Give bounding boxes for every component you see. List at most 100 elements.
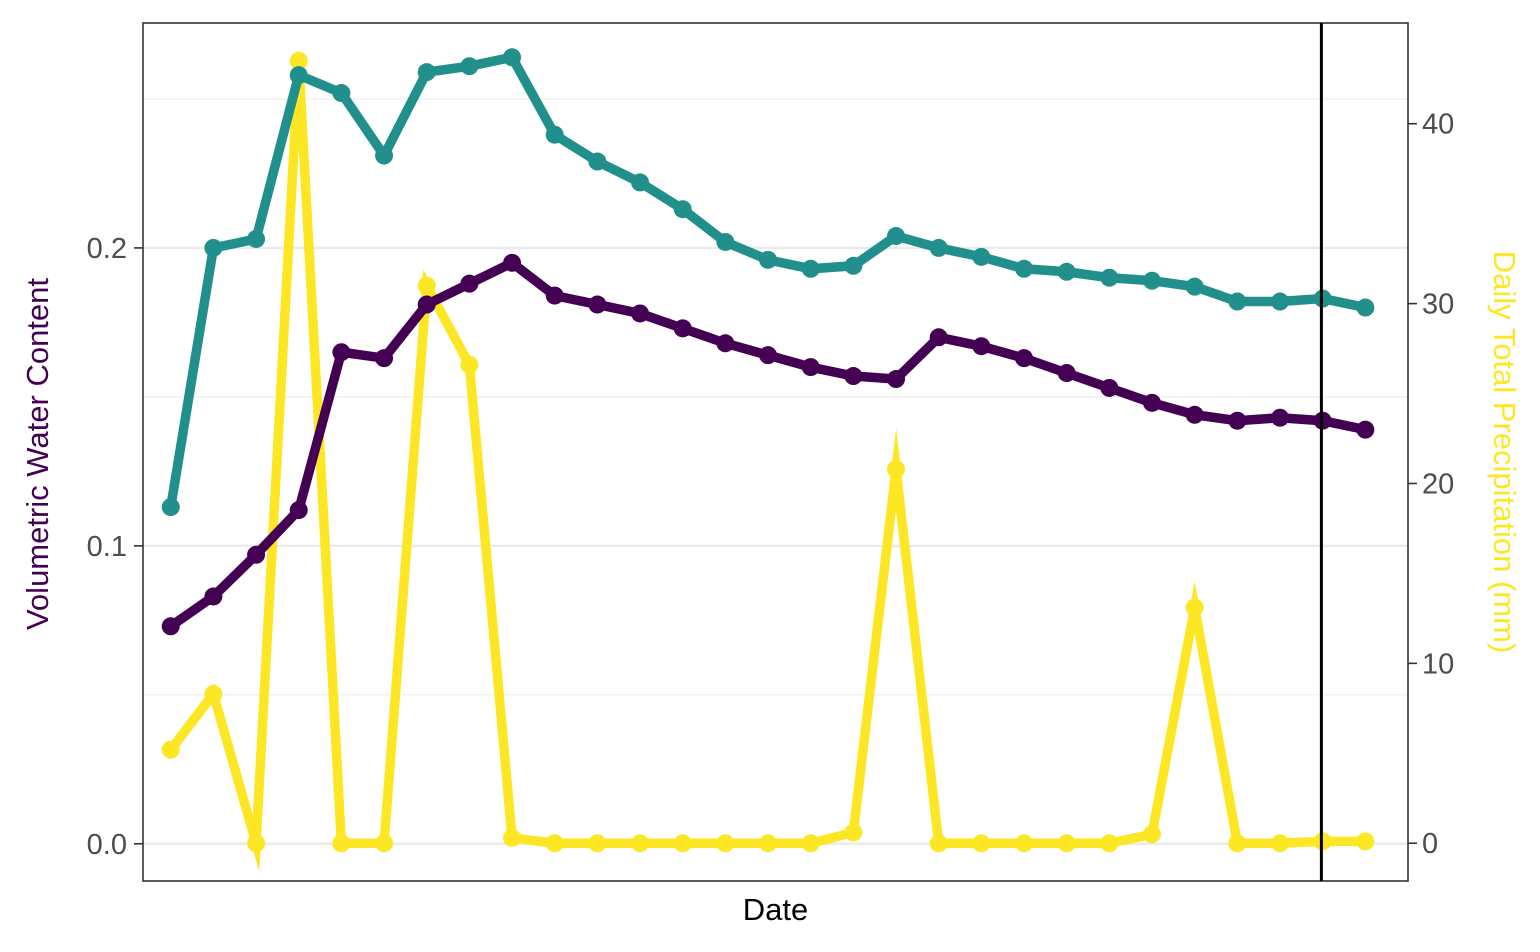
data-point xyxy=(204,684,223,703)
data-point xyxy=(1271,292,1290,311)
data-point xyxy=(972,834,991,853)
series-1 xyxy=(161,253,1375,636)
data-point xyxy=(417,295,436,314)
data-point xyxy=(716,334,735,353)
data-point xyxy=(887,227,906,246)
right-y-axis-title: Daily Total Precipitation (mm) xyxy=(1487,251,1522,654)
data-point xyxy=(716,232,735,251)
left-tick-label: 0.1 xyxy=(87,531,127,563)
data-point xyxy=(673,200,692,219)
data-point xyxy=(887,460,906,479)
data-point xyxy=(375,834,394,853)
data-point xyxy=(289,66,308,85)
data-point xyxy=(1228,411,1247,430)
data-point xyxy=(887,370,906,389)
data-point xyxy=(1100,834,1119,853)
data-point xyxy=(1356,298,1375,317)
series-line xyxy=(166,51,1367,508)
data-point xyxy=(588,834,607,853)
data-point xyxy=(204,238,223,257)
data-point xyxy=(1057,262,1076,281)
right-tick-label: 20 xyxy=(1422,468,1454,500)
right-tick-label: 0 xyxy=(1422,828,1438,860)
data-point xyxy=(1356,420,1375,439)
data-point xyxy=(503,48,522,67)
data-point xyxy=(673,319,692,338)
data-point xyxy=(545,125,564,144)
series-line xyxy=(168,257,1367,631)
data-point xyxy=(631,304,650,323)
left-tick-label: 0.2 xyxy=(87,233,127,265)
series-line xyxy=(166,60,1366,872)
data-point xyxy=(972,337,991,356)
data-point xyxy=(1143,825,1162,844)
data-point xyxy=(161,740,180,759)
tick-layer: 0.0 0.1 0.2 0 10 20 30 40 xyxy=(87,109,1455,861)
right-tick-label: 40 xyxy=(1422,109,1454,141)
data-point xyxy=(929,238,948,257)
data-point xyxy=(1015,349,1034,368)
data-point xyxy=(801,834,820,853)
data-point xyxy=(460,355,479,374)
data-point xyxy=(801,358,820,377)
series-layer xyxy=(161,48,1375,872)
data-point xyxy=(247,545,266,564)
data-point xyxy=(972,247,991,266)
data-point xyxy=(1271,834,1290,853)
data-point xyxy=(588,295,607,314)
data-point xyxy=(332,84,351,103)
data-point xyxy=(1057,364,1076,383)
data-point xyxy=(844,367,863,386)
data-point xyxy=(417,276,436,295)
data-point xyxy=(332,343,351,362)
data-point xyxy=(759,834,778,853)
data-point xyxy=(503,828,522,847)
data-point xyxy=(161,498,180,517)
data-point xyxy=(1356,832,1375,851)
data-point xyxy=(289,501,308,520)
plot-panel-border xyxy=(142,22,1409,882)
data-point xyxy=(161,617,180,636)
data-point xyxy=(1015,834,1034,853)
data-point xyxy=(1143,393,1162,412)
data-point xyxy=(759,346,778,365)
data-point xyxy=(545,834,564,853)
data-point xyxy=(844,256,863,275)
data-point xyxy=(588,152,607,171)
data-point xyxy=(1185,598,1204,617)
data-point xyxy=(1015,259,1034,278)
data-point xyxy=(1185,277,1204,296)
data-point xyxy=(1100,378,1119,397)
data-point xyxy=(844,823,863,842)
data-point xyxy=(460,57,479,76)
data-point xyxy=(332,834,351,853)
data-point xyxy=(801,259,820,278)
data-point xyxy=(247,229,266,248)
data-point xyxy=(1228,292,1247,311)
data-point xyxy=(545,286,564,305)
series-3 xyxy=(161,51,1375,872)
data-point xyxy=(631,834,650,853)
data-point xyxy=(375,349,394,368)
data-point xyxy=(631,173,650,192)
left-y-axis-title: Volumetric Water Content xyxy=(20,278,55,630)
data-point xyxy=(1271,408,1290,427)
data-point xyxy=(1143,271,1162,290)
left-tick-label: 0.0 xyxy=(87,829,127,861)
data-point xyxy=(1228,834,1247,853)
data-point xyxy=(716,834,735,853)
data-point xyxy=(759,250,778,269)
data-point xyxy=(929,328,948,347)
data-point xyxy=(204,587,223,606)
data-point xyxy=(417,63,436,82)
data-point xyxy=(247,834,266,853)
right-tick-label: 30 xyxy=(1422,289,1454,321)
data-point xyxy=(1185,405,1204,424)
data-point xyxy=(375,146,394,165)
grid-lines xyxy=(143,98,1408,845)
data-point xyxy=(673,834,692,853)
data-point xyxy=(503,253,522,272)
data-point xyxy=(929,834,948,853)
series-2 xyxy=(161,48,1375,517)
